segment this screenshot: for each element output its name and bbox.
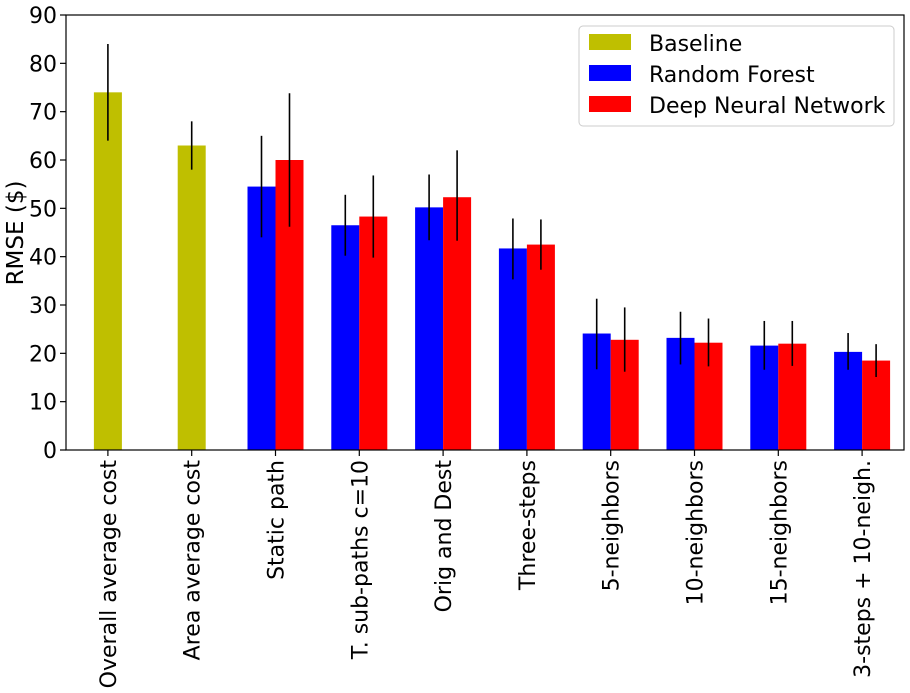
bar-baseline bbox=[93, 92, 122, 450]
x-tick-label: T. sub-paths c=10 bbox=[348, 460, 373, 660]
x-tick-label: 3-steps + 10-neigh. bbox=[851, 460, 876, 678]
y-tick-label: 40 bbox=[29, 246, 57, 271]
bar-random-forest bbox=[331, 225, 360, 450]
bar-random-forest bbox=[415, 207, 444, 450]
legend-swatch bbox=[589, 96, 631, 112]
x-tick-label: 5-neighbors bbox=[600, 460, 625, 591]
error-bars-layer bbox=[107, 44, 877, 378]
x-tick-label: 15-neighbors bbox=[767, 460, 792, 605]
bar-baseline bbox=[177, 145, 206, 450]
x-tick-label: Area average cost bbox=[181, 460, 206, 661]
legend-label: Deep Neural Network bbox=[649, 94, 886, 119]
legend-label: Baseline bbox=[649, 32, 742, 57]
x-tick-label: Overall average cost bbox=[97, 460, 122, 689]
legend-swatch bbox=[589, 34, 631, 50]
y-tick-label: 80 bbox=[29, 52, 57, 77]
y-tick-label: 90 bbox=[29, 4, 57, 29]
x-tick-label: 10-neighbors bbox=[684, 460, 709, 605]
bar-random-forest bbox=[498, 248, 527, 450]
y-tick-label: 50 bbox=[29, 197, 57, 222]
legend: Baseline Random Forest Deep Neural Network bbox=[578, 25, 895, 127]
y-tick-label: 70 bbox=[29, 101, 57, 126]
y-tick-label: 20 bbox=[29, 342, 57, 367]
x-tick-label: Orig and Dest bbox=[432, 460, 457, 613]
plot-area-frame bbox=[65, 14, 905, 451]
y-axis: 0 10 20 30 40 50 60 70 80 90 bbox=[29, 4, 66, 464]
bar-deep-neural-network bbox=[526, 244, 555, 450]
y-tick-label: 0 bbox=[43, 439, 57, 464]
x-axis: Overall average cost Area average cost Sta… bbox=[97, 450, 876, 688]
legend-box bbox=[578, 25, 895, 127]
y-tick-label: 30 bbox=[29, 294, 57, 319]
bars-layer bbox=[93, 92, 891, 451]
y-tick-label: 60 bbox=[29, 149, 57, 174]
legend-swatch bbox=[589, 65, 631, 81]
x-tick-label: Static path bbox=[265, 460, 290, 580]
legend-label: Random Forest bbox=[649, 63, 815, 88]
x-tick-label: Three-steps bbox=[516, 460, 541, 591]
y-tick-label: 10 bbox=[29, 391, 57, 416]
y-axis-label: RMSE ($) bbox=[3, 181, 29, 286]
